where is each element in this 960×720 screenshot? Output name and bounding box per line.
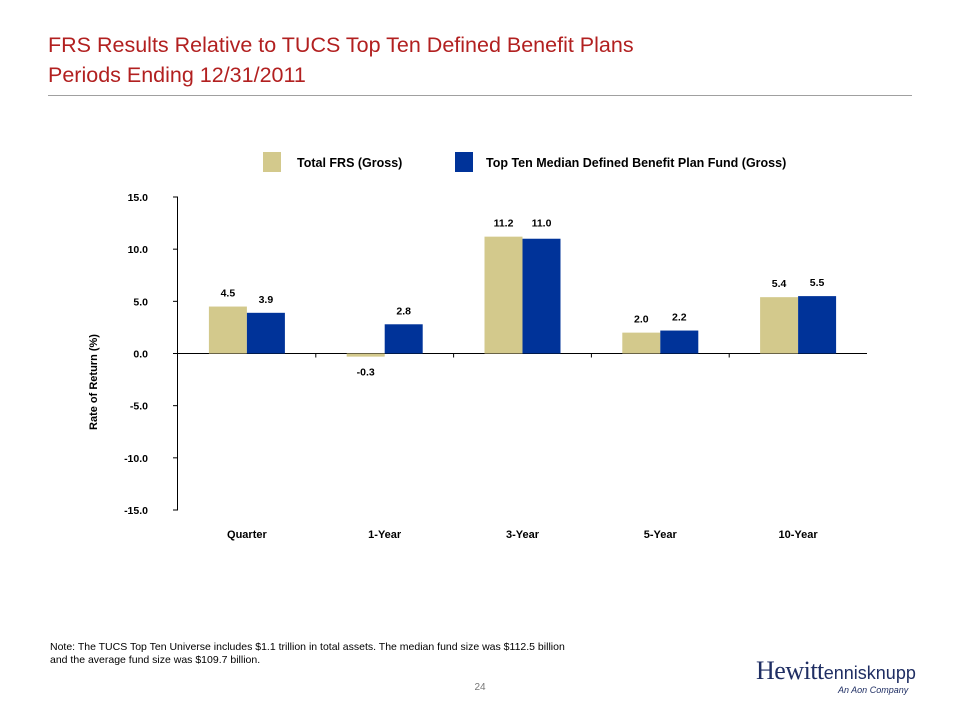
- logo-primary-text: Hewitt: [756, 656, 824, 685]
- data-label: -0.3: [357, 367, 375, 379]
- y-axis-title: Rate of Return (%): [88, 334, 100, 430]
- title-divider: [48, 95, 912, 96]
- bar-5-year-frs: [622, 332, 661, 354]
- data-label: 11.2: [494, 218, 514, 230]
- y-tick-label: -5.0: [130, 401, 148, 413]
- bar-1-year-frs: [346, 353, 385, 357]
- y-tick-label: 5.0: [133, 296, 148, 308]
- y-tick-label: 15.0: [128, 192, 149, 204]
- bar-5-year-median: [660, 330, 699, 354]
- logo-tagline: An Aon Company: [838, 685, 909, 695]
- x-tick-label: 1-Year: [368, 529, 402, 541]
- footnote-line-2: and the average fund size was $109.7 bil…: [50, 654, 261, 666]
- company-logo: Hewittennisknupp An Aon Company: [756, 656, 916, 700]
- bar-10-year-median: [798, 296, 837, 354]
- x-tick-label: Quarter: [227, 529, 267, 541]
- footnote-line-1: Note: The TUCS Top Ten Universe includes…: [50, 641, 565, 653]
- data-label: 11.0: [532, 218, 552, 230]
- y-tick-label: -15.0: [124, 505, 148, 517]
- bar-quarter-frs: [208, 306, 247, 354]
- bar-quarter-median: [246, 312, 285, 354]
- data-label: 5.5: [810, 277, 825, 289]
- data-label: 3.9: [259, 294, 274, 306]
- x-tick-label: 5-Year: [644, 529, 678, 541]
- data-label: 4.5: [221, 288, 236, 300]
- bar-1-year-median: [384, 324, 423, 354]
- y-tick-label: 10.0: [128, 244, 149, 256]
- data-label: 2.0: [634, 314, 649, 326]
- title-line-1: FRS Results Relative to TUCS Top Ten Def…: [48, 33, 634, 57]
- data-label: 2.8: [396, 305, 411, 317]
- page-number: 24: [474, 682, 486, 693]
- data-label: 2.2: [672, 312, 687, 324]
- y-tick-label: -10.0: [124, 453, 148, 465]
- bar-3-year-median: [522, 238, 561, 354]
- legend-label-2: Top Ten Median Defined Benefit Plan Fund…: [486, 156, 786, 170]
- logo-wordmark: Hewittennisknupp: [756, 656, 916, 686]
- page-title: FRS Results Relative to TUCS Top Ten Def…: [48, 30, 908, 90]
- legend-swatch-1: [263, 152, 281, 172]
- bar-10-year-frs: [760, 297, 799, 354]
- y-tick-label: 0.0: [133, 349, 148, 361]
- legend-swatch-2: [455, 152, 473, 172]
- data-label: 5.4: [772, 278, 787, 290]
- footnote: Note: The TUCS Top Ten Universe includes…: [50, 641, 670, 667]
- bar-3-year-frs: [484, 236, 523, 354]
- legend-label-1: Total FRS (Gross): [297, 156, 402, 170]
- title-line-2: Periods Ending 12/31/2011: [48, 63, 306, 87]
- x-tick-label: 3-Year: [506, 529, 540, 541]
- logo-secondary-text: ennisknupp: [823, 663, 916, 683]
- x-tick-label: 10-Year: [779, 529, 819, 541]
